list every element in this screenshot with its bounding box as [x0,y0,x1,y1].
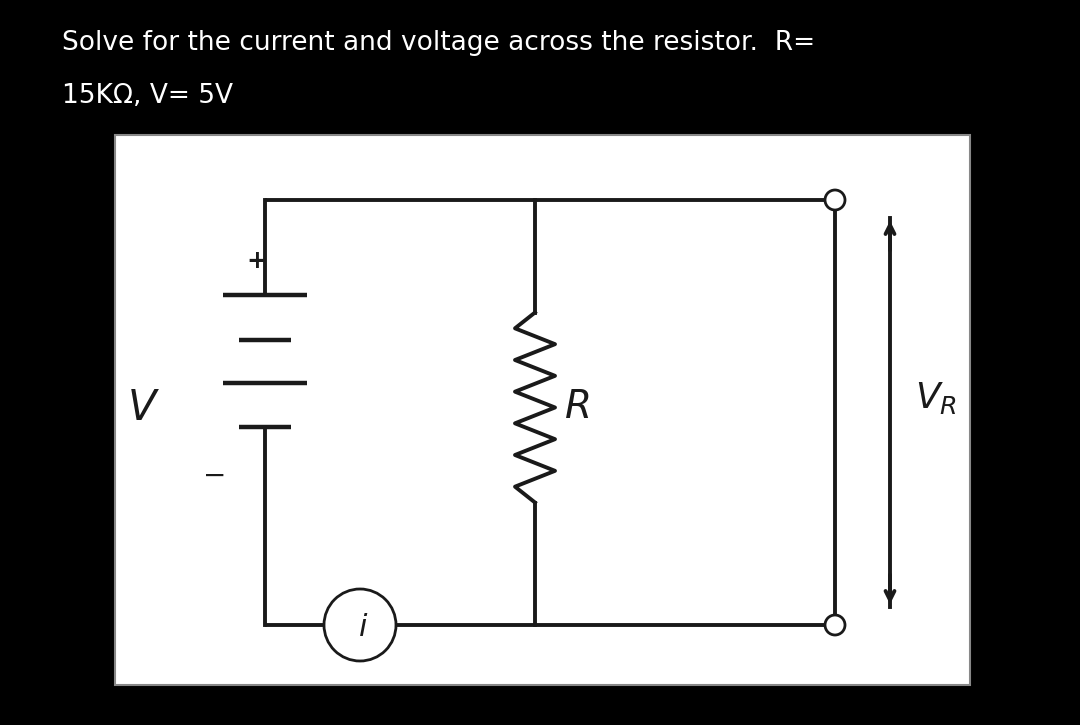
Text: $V_R$: $V_R$ [915,379,957,415]
Circle shape [825,190,845,210]
Bar [114,135,970,685]
Text: Solve for the current and voltage across the resistor.  R=: Solve for the current and voltage across… [62,30,815,56]
Text: −: − [203,462,227,490]
Text: i: i [359,613,367,642]
Text: V: V [127,386,157,428]
Text: +: + [246,249,268,273]
Circle shape [324,589,396,661]
Text: R: R [565,389,592,426]
Circle shape [825,615,845,635]
Text: 15KΩ, V= 5V: 15KΩ, V= 5V [62,83,233,109]
